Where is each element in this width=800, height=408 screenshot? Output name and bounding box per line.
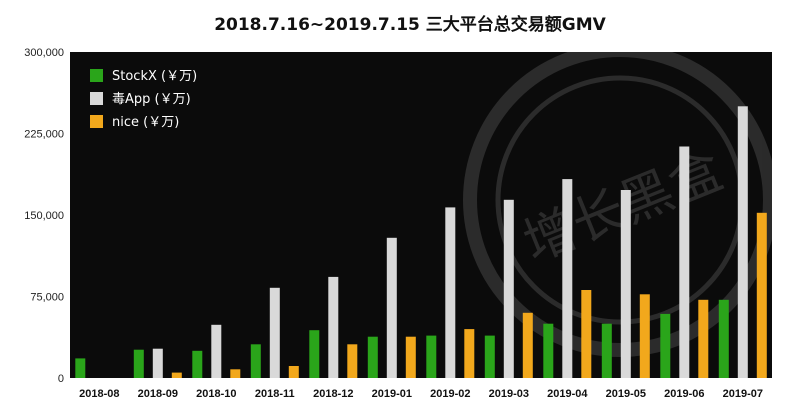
bar-series-2-2018-11	[288, 366, 299, 378]
x-axis: 2018-08 2018-09 2018-10 2018-11 2018-12 2019-…	[79, 388, 763, 400]
bar-series-0-2018-12	[309, 330, 320, 378]
x-tick-label: 2019-04	[547, 388, 588, 400]
legend-label-0: StockX (￥万)	[112, 69, 197, 84]
bar-series-0-2019-01	[367, 336, 378, 378]
x-tick-label: 2018-08	[79, 388, 119, 400]
bar-series-1-2019-07	[737, 106, 748, 379]
bar-series-0-2018-10	[192, 350, 203, 378]
bar-series-1-2018-09	[152, 348, 163, 378]
y-axis: 0 75,000 150,000 225,000 300,000	[24, 47, 64, 385]
bar-series-2-2019-01	[405, 336, 416, 378]
legend-swatch-0	[90, 69, 103, 82]
x-tick-label: 2018-11	[255, 388, 295, 400]
bar-series-0-2019-04	[543, 323, 554, 378]
bar-series-0-2019-05	[601, 323, 612, 378]
y-tick-label: 75,000	[30, 292, 64, 304]
bar-series-0-2019-03	[484, 335, 495, 378]
bar-series-2-2019-05	[639, 294, 650, 378]
legend: StockX (￥万) 毒App (￥万) nice (￥万)	[90, 69, 197, 130]
bar-series-2-2019-06	[698, 299, 709, 378]
bar-series-2-2019-03	[522, 312, 533, 378]
bar-series-0-2018-08	[75, 358, 86, 378]
bar-series-2-2018-12	[347, 344, 358, 378]
x-tick-label: 2018-10	[196, 388, 236, 400]
x-tick-label: 2019-05	[606, 388, 646, 400]
bar-series-1-2019-01	[386, 237, 397, 378]
y-tick-label: 150,000	[24, 210, 64, 222]
bar-series-1-2019-04	[562, 179, 573, 378]
x-tick-label: 2019-02	[430, 388, 470, 400]
x-tick-label: 2018-12	[313, 388, 353, 400]
x-tick-label: 2019-03	[489, 388, 529, 400]
bar-series-1-2018-10	[211, 324, 222, 378]
bar-series-2-2018-09	[171, 372, 182, 378]
bar-series-1-2019-03	[503, 199, 514, 378]
bar-series-1-2019-02	[445, 207, 456, 378]
bar-series-2-2019-04	[581, 290, 592, 378]
y-tick-label: 300,000	[24, 47, 64, 59]
legend-swatch-1	[90, 92, 103, 105]
bar-series-0-2019-06	[660, 313, 671, 378]
bar-series-0-2019-02	[426, 335, 437, 378]
bar-series-1-2019-05	[620, 190, 631, 378]
y-tick-label: 225,000	[24, 129, 64, 141]
bars	[75, 106, 767, 379]
bar-series-0-2018-09	[133, 349, 144, 378]
bar-series-0-2018-11	[250, 344, 261, 378]
plot-area	[70, 52, 772, 378]
y-tick-label: 0	[58, 373, 64, 385]
bar-series-1-2018-12	[328, 276, 339, 378]
x-tick-label: 2019-01	[372, 388, 412, 400]
legend-label-1: 毒App (￥万)	[112, 92, 191, 107]
x-tick-label: 2018-09	[138, 388, 178, 400]
bar-series-2-2019-02	[464, 329, 475, 378]
x-tick-label: 2019-07	[723, 388, 763, 400]
bar-series-2-2019-07	[756, 212, 767, 378]
bar-series-2-2018-10	[230, 369, 241, 378]
bar-series-0-2019-07	[718, 299, 729, 378]
bar-series-1-2019-06	[679, 146, 690, 378]
bar-series-1-2018-11	[269, 287, 280, 378]
chart-title: 2018.7.16~2019.7.15 三大平台总交易额GMV	[214, 14, 606, 35]
x-tick-label: 2019-06	[664, 388, 704, 400]
legend-label-2: nice (￥万)	[112, 115, 179, 130]
legend-swatch-2	[90, 115, 103, 128]
